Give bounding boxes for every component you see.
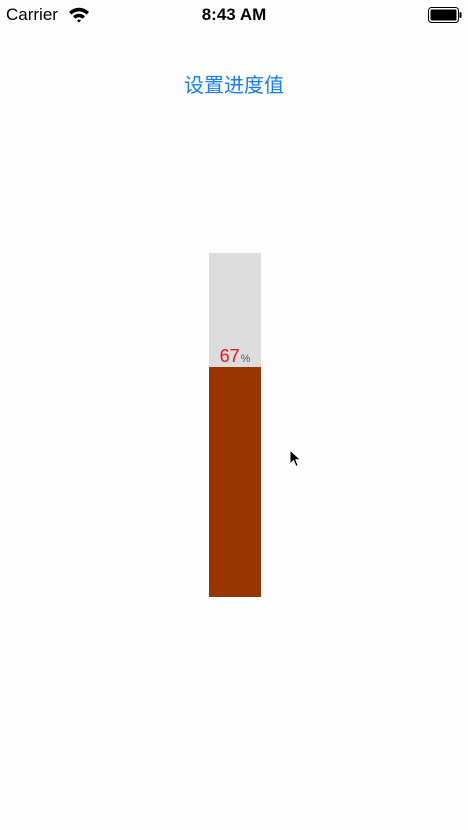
progress-fill — [209, 367, 261, 597]
battery-icon — [428, 7, 462, 23]
progress-label: 67% — [209, 345, 261, 370]
cursor-icon — [289, 449, 303, 469]
clock: 8:43 AM — [0, 5, 468, 25]
set-progress-button[interactable]: 设置进度值 — [0, 71, 468, 99]
progress-value: 67 — [220, 346, 240, 366]
status-bar: Carrier 8:43 AM — [0, 0, 468, 30]
progress-bar: 67% — [209, 253, 261, 597]
progress-unit: % — [241, 353, 251, 365]
